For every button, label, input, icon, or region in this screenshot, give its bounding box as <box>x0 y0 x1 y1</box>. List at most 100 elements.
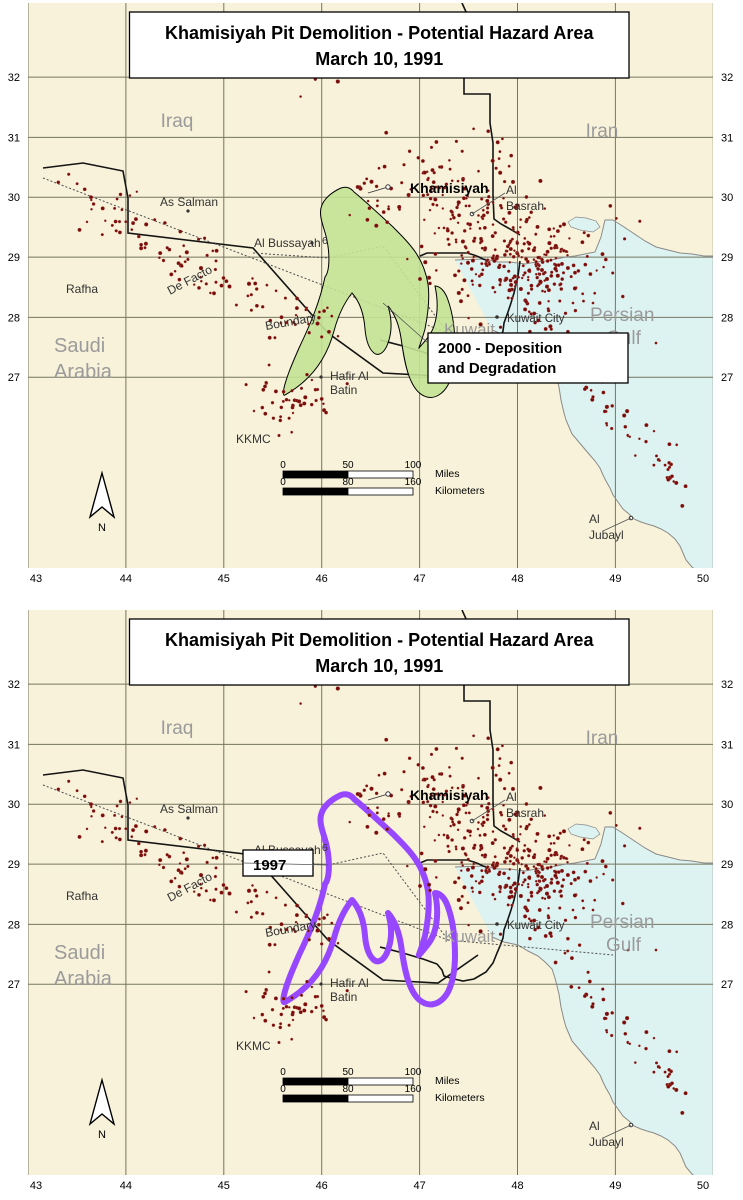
svg-text:Khamisiyah Pit Demolition - Po: Khamisiyah Pit Demolition - Potential Ha… <box>165 630 594 650</box>
svg-text:80: 80 <box>342 1084 354 1095</box>
svg-text:Al: Al <box>589 1119 600 1133</box>
svg-text:Khamisiyah: Khamisiyah <box>410 787 489 803</box>
svg-text:28: 28 <box>8 919 20 931</box>
svg-text:March 10, 1991: March 10, 1991 <box>315 656 443 676</box>
svg-text:Kilometers: Kilometers <box>435 485 485 497</box>
svg-text:30: 30 <box>8 192 20 204</box>
svg-text:Al: Al <box>589 512 600 526</box>
svg-text:Kuwait City: Kuwait City <box>507 920 565 932</box>
svg-text:De Facto: De Facto <box>165 262 215 297</box>
svg-text:Kuwait City: Kuwait City <box>507 313 565 325</box>
svg-text:N: N <box>98 522 106 534</box>
svg-text:28: 28 <box>8 312 20 324</box>
svg-text:50: 50 <box>697 1180 709 1192</box>
svg-text:2000 - Deposition: 2000 - Deposition <box>438 340 562 357</box>
svg-text:48: 48 <box>511 573 523 585</box>
svg-text:Khamisiyah: Khamisiyah <box>410 180 489 196</box>
svg-text:43: 43 <box>30 1180 42 1192</box>
svg-text:Hafir Al: Hafir Al <box>330 976 369 990</box>
svg-text:Miles: Miles <box>435 468 460 480</box>
svg-text:100: 100 <box>405 460 422 471</box>
svg-text:Saudi: Saudi <box>54 335 105 357</box>
svg-text:Arabia: Arabia <box>54 361 113 383</box>
svg-text:29: 29 <box>721 252 733 264</box>
svg-text:29: 29 <box>721 859 733 871</box>
svg-text:50: 50 <box>697 573 709 585</box>
svg-text:Jubayl: Jubayl <box>589 528 624 542</box>
svg-text:29: 29 <box>8 859 20 871</box>
svg-text:Rafha: Rafha <box>66 282 98 296</box>
svg-text:32: 32 <box>8 679 20 691</box>
svg-text:29: 29 <box>8 252 20 264</box>
svg-text:0: 0 <box>280 477 286 488</box>
svg-text:Jubayl: Jubayl <box>589 1135 624 1149</box>
svg-text:As Salman: As Salman <box>160 802 218 816</box>
svg-text:43: 43 <box>30 573 42 585</box>
svg-text:Iraq: Iraq <box>161 718 194 739</box>
svg-text:Basrah: Basrah <box>506 199 544 213</box>
svg-text:Iran: Iran <box>586 121 619 142</box>
svg-text:As Salman: As Salman <box>160 195 218 209</box>
svg-text:47: 47 <box>413 573 425 585</box>
svg-text:31: 31 <box>721 739 733 751</box>
svg-text:KKMC: KKMC <box>236 432 271 446</box>
svg-text:45: 45 <box>218 1180 230 1192</box>
svg-text:Al: Al <box>506 790 517 804</box>
svg-text:27: 27 <box>721 979 733 991</box>
svg-text:1997: 1997 <box>253 857 286 874</box>
svg-text:6: 6 <box>322 842 328 854</box>
svg-text:46: 46 <box>316 573 328 585</box>
svg-text:Iraq: Iraq <box>161 111 194 132</box>
svg-text:46: 46 <box>316 1180 328 1192</box>
svg-text:KKMC: KKMC <box>236 1039 271 1053</box>
svg-text:6: 6 <box>322 235 328 247</box>
svg-text:50: 50 <box>342 460 354 471</box>
svg-text:28: 28 <box>721 312 733 324</box>
svg-text:Miles: Miles <box>435 1075 460 1087</box>
svg-text:0: 0 <box>280 1084 286 1095</box>
svg-text:32: 32 <box>721 679 733 691</box>
svg-text:30: 30 <box>8 799 20 811</box>
svg-text:30: 30 <box>721 192 733 204</box>
svg-text:De Facto: De Facto <box>165 869 215 904</box>
svg-text:28: 28 <box>721 919 733 931</box>
svg-text:50: 50 <box>342 1067 354 1078</box>
svg-text:and Degradation: and Degradation <box>438 360 556 377</box>
svg-text:160: 160 <box>405 477 422 488</box>
svg-text:32: 32 <box>721 72 733 84</box>
svg-text:Al: Al <box>506 183 517 197</box>
svg-text:31: 31 <box>8 739 20 751</box>
svg-text:0: 0 <box>280 1067 286 1078</box>
svg-text:27: 27 <box>8 372 20 384</box>
svg-text:Gulf: Gulf <box>606 935 642 956</box>
svg-text:32: 32 <box>8 72 20 84</box>
svg-text:Arabia: Arabia <box>54 968 113 990</box>
svg-text:30: 30 <box>721 799 733 811</box>
svg-text:49: 49 <box>609 573 621 585</box>
svg-text:Basrah: Basrah <box>506 806 544 820</box>
svg-text:Saudi: Saudi <box>54 942 105 964</box>
svg-text:0: 0 <box>280 460 286 471</box>
svg-text:31: 31 <box>8 132 20 144</box>
svg-text:Persian: Persian <box>590 912 654 933</box>
svg-text:48: 48 <box>511 1180 523 1192</box>
svg-text:45: 45 <box>218 573 230 585</box>
svg-text:Iran: Iran <box>586 728 619 749</box>
svg-text:160: 160 <box>405 1084 422 1095</box>
svg-text:47: 47 <box>413 1180 425 1192</box>
svg-text:Khamisiyah Pit Demolition - Po: Khamisiyah Pit Demolition - Potential Ha… <box>165 23 594 43</box>
svg-text:31: 31 <box>721 132 733 144</box>
svg-text:44: 44 <box>120 573 132 585</box>
svg-text:Rafha: Rafha <box>66 889 98 903</box>
svg-text:Hafir Al: Hafir Al <box>330 369 369 383</box>
svg-text:Batin: Batin <box>330 990 357 1004</box>
svg-text:March 10, 1991: March 10, 1991 <box>315 49 443 69</box>
svg-text:Batin: Batin <box>330 383 357 397</box>
svg-text:27: 27 <box>8 979 20 991</box>
svg-text:44: 44 <box>120 1180 132 1192</box>
svg-text:49: 49 <box>609 1180 621 1192</box>
svg-text:Persian: Persian <box>590 305 654 326</box>
svg-text:80: 80 <box>342 477 354 488</box>
svg-text:N: N <box>98 1129 106 1141</box>
svg-text:100: 100 <box>405 1067 422 1078</box>
